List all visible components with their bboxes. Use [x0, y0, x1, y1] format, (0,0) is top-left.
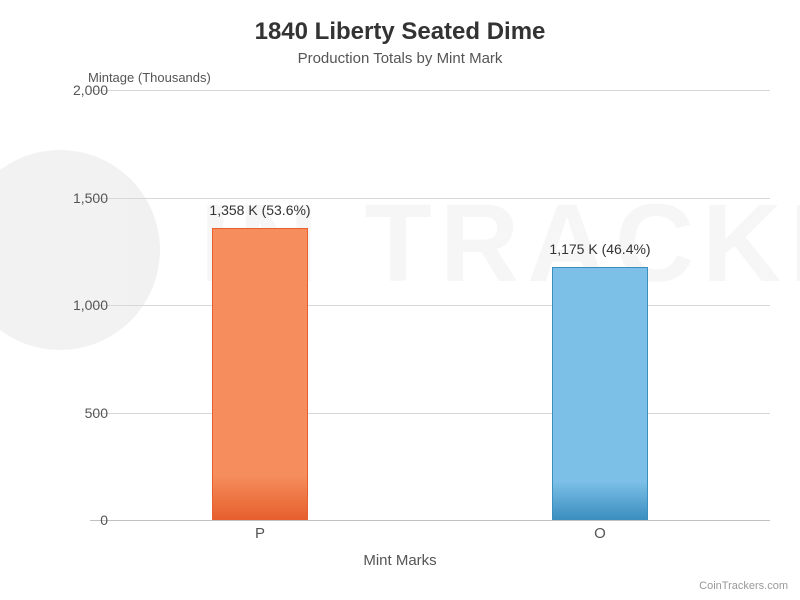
y-tick-label: 1,500: [48, 190, 108, 206]
gridline: [90, 305, 770, 306]
y-tick-label: 1,000: [48, 297, 108, 313]
gridline: [90, 520, 770, 521]
bar-value-label: 1,358 K (53.6%): [209, 202, 310, 218]
x-tick-label: O: [594, 525, 606, 542]
bar-O: [552, 267, 647, 520]
chart-title: 1840 Liberty Seated Dime: [0, 0, 800, 46]
xaxis-title: Mint Marks: [363, 552, 436, 569]
y-tick-label: 500: [48, 405, 108, 421]
y-tick-label: 0: [48, 512, 108, 528]
credits-text: CoinTrackers.com: [699, 580, 788, 592]
chart-subtitle: Production Totals by Mint Mark: [0, 46, 800, 67]
plot-area: 1,358 K (53.6%) 1,175 K (46.4%): [90, 90, 770, 520]
gridline: [90, 198, 770, 199]
bar-P: [212, 228, 307, 520]
bar-value-label: 1,175 K (46.4%): [549, 241, 650, 257]
bar-chart: 1840 Liberty Seated Dime Production Tota…: [0, 0, 800, 600]
x-tick-label: P: [255, 525, 265, 542]
y-tick-label: 2,000: [48, 82, 108, 98]
gridline: [90, 413, 770, 414]
gridline: [90, 90, 770, 91]
